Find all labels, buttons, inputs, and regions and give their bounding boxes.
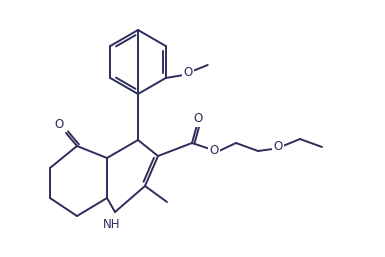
Text: O: O bbox=[183, 67, 192, 79]
Text: O: O bbox=[193, 113, 203, 125]
Text: NH: NH bbox=[103, 218, 121, 232]
Text: O: O bbox=[273, 141, 283, 153]
Text: O: O bbox=[54, 118, 64, 132]
Text: O: O bbox=[209, 144, 219, 158]
